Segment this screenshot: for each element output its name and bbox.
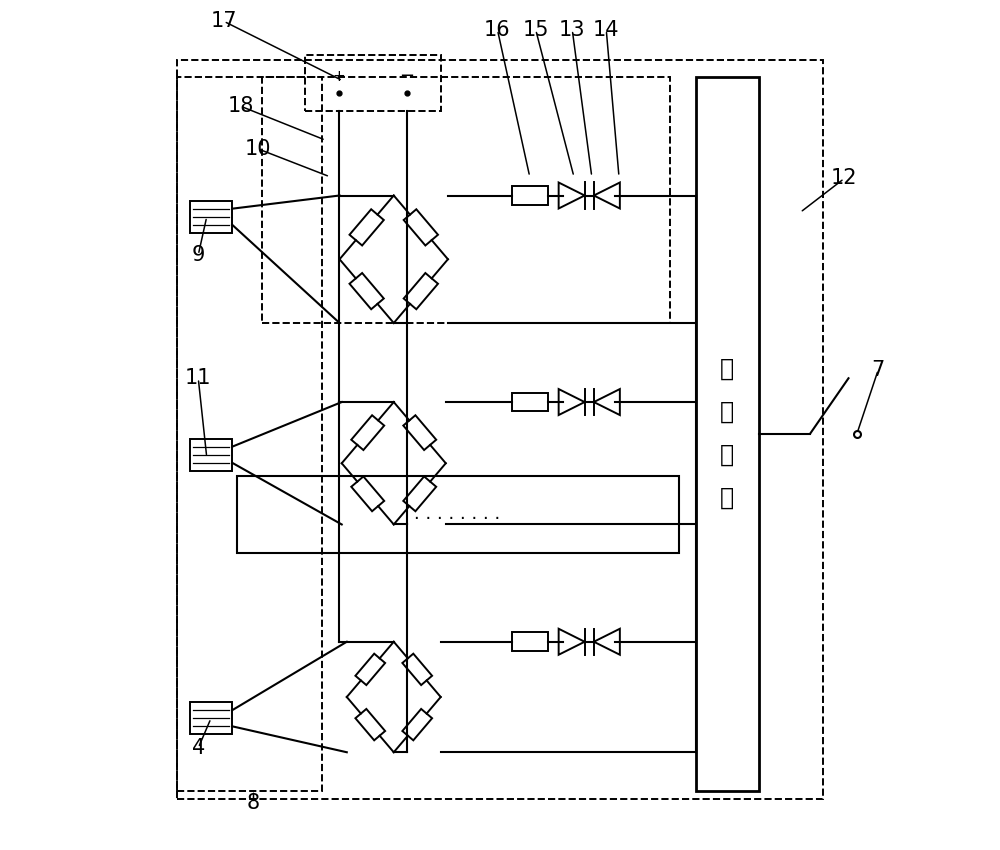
Text: +: + (332, 69, 345, 83)
Text: 信
号
处
理: 信 号 处 理 (720, 357, 734, 510)
Text: 15: 15 (522, 20, 549, 40)
Text: 13: 13 (559, 20, 586, 40)
Text: 14: 14 (593, 20, 620, 40)
Text: 11: 11 (185, 368, 212, 388)
Text: 9: 9 (192, 245, 205, 265)
Text: 4: 4 (192, 738, 205, 758)
Text: 7: 7 (872, 360, 885, 380)
Text: 12: 12 (831, 168, 858, 189)
Text: . . . . . . . .: . . . . . . . . (414, 505, 501, 524)
Text: 10: 10 (244, 139, 271, 159)
Text: 8: 8 (247, 793, 260, 813)
Text: −: − (399, 67, 414, 85)
Text: 17: 17 (210, 11, 237, 31)
Text: 18: 18 (228, 96, 254, 116)
Text: 16: 16 (484, 20, 511, 40)
